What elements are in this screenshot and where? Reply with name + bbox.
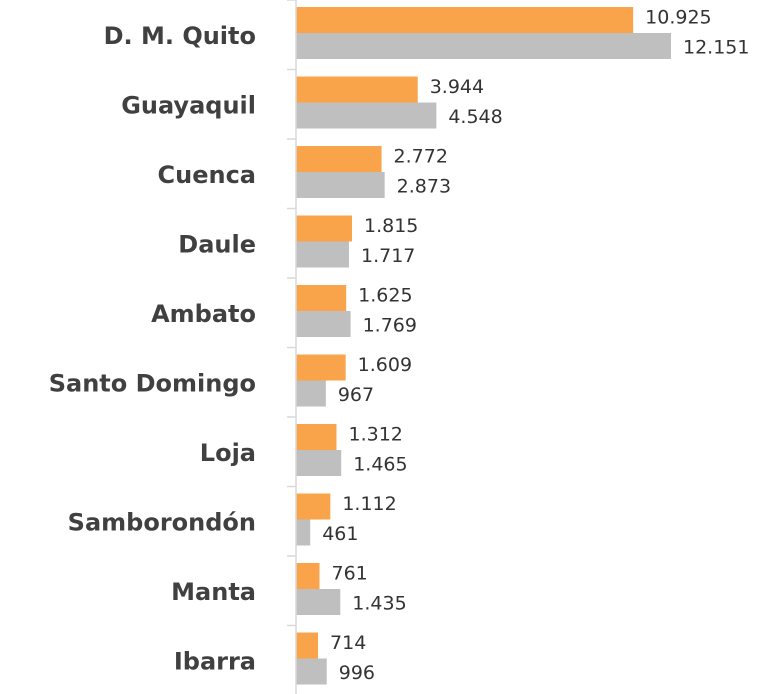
bar [296,172,385,198]
value-label: 461 [322,523,358,545]
category-label: D. M. Quito [104,22,256,50]
bar [296,632,319,659]
bar [296,33,671,59]
category-label: Guayaquil [121,92,256,120]
bar [296,215,353,242]
bar [296,241,349,268]
category-label: Samborondón [68,509,256,537]
value-label: 1.112 [342,493,396,515]
value-label: 1.769 [363,315,417,337]
category-label: Santo Domingo [49,370,256,398]
bar [296,658,327,685]
value-label: 996 [339,662,375,684]
bar [296,450,342,476]
value-label: 3.944 [430,76,484,98]
value-label: 1.815 [364,215,418,237]
bar [296,493,331,520]
bar [296,285,347,311]
value-label: 10.925 [645,7,711,29]
bar [296,354,346,381]
category-label: Ambato [151,300,256,328]
value-label: 1.312 [348,424,402,446]
value-label: 2.772 [394,146,448,168]
bar [296,311,351,337]
value-label: 12.151 [683,37,749,59]
bar [296,102,437,129]
value-label: 1.717 [361,245,415,267]
bar [296,380,326,407]
category-label: Ibarra [174,648,256,676]
value-label: 1.465 [353,454,407,476]
value-label: 4.548 [448,106,502,128]
bar [296,76,418,103]
category-label: Loja [200,439,256,467]
bar [296,146,382,172]
category-label: Manta [171,578,256,606]
bar [296,563,320,589]
bar [296,7,634,33]
value-label: 1.609 [358,354,412,376]
value-label: 761 [331,563,367,585]
category-label: Cuenca [158,161,256,189]
value-label: 714 [330,632,366,654]
bar [296,589,341,615]
bar [296,424,337,450]
value-label: 1.435 [352,593,406,615]
bar [296,519,311,546]
category-label: Daule [178,231,256,259]
value-label: 1.625 [358,285,412,307]
value-label: 967 [338,384,374,406]
value-label: 2.873 [397,176,451,198]
